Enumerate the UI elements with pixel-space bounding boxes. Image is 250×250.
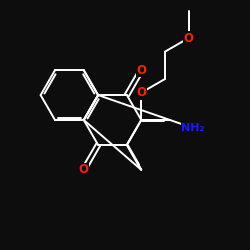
Text: NH₂: NH₂ bbox=[182, 123, 205, 133]
Text: O: O bbox=[184, 32, 194, 44]
Text: O: O bbox=[136, 64, 146, 77]
Text: O: O bbox=[79, 163, 89, 176]
Text: O: O bbox=[136, 86, 146, 99]
